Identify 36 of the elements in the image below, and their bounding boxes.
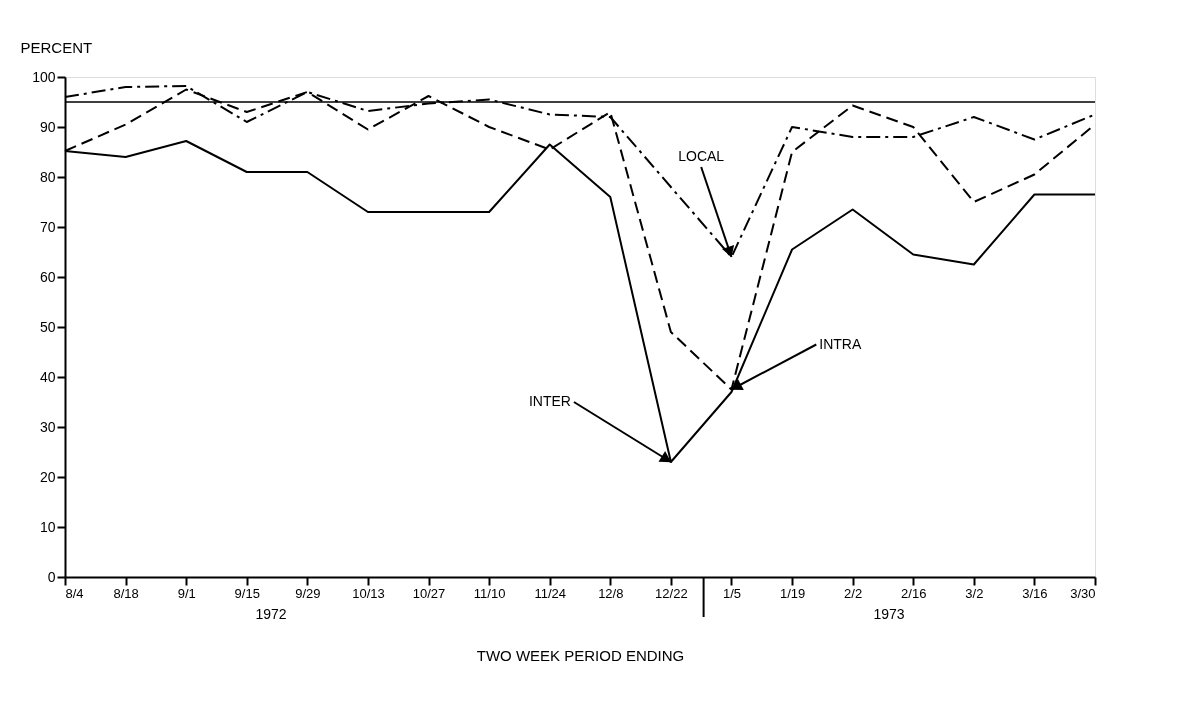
x-tick-label: 2/2 — [844, 585, 863, 601]
text: 1973 — [873, 606, 905, 622]
x-tick-label: 8/18 — [113, 585, 139, 601]
x-tick-label: 12/8 — [598, 585, 624, 601]
y-tick-label: 100 — [32, 68, 56, 85]
x-tick-label: 1/5 — [722, 585, 742, 601]
y-tick-label: 70 — [39, 218, 56, 235]
x-tick-label: 11/10 — [473, 585, 506, 601]
y-tick-label: 10 — [39, 518, 56, 535]
annotation: LOCAL — [678, 148, 725, 164]
x-tick-label: 8/4 — [65, 585, 84, 601]
x-tick-label: 3/30 — [1070, 585, 1096, 601]
x-tick-label: 9/1 — [177, 585, 196, 601]
x-tick-label: 3/2 — [965, 585, 984, 601]
annotation: INTER — [528, 393, 571, 409]
y-tick-label: 20 — [39, 468, 56, 485]
x-tick-label: 10/27 — [412, 585, 446, 601]
y-tick-label: 80 — [39, 168, 56, 185]
y-axis-title: PERCENT — [20, 38, 93, 56]
x-tick-label: 10/13 — [352, 585, 385, 601]
y-tick-label: 60 — [39, 268, 56, 285]
y-tick-label: 50 — [39, 318, 56, 335]
y-tick-label: 40 — [39, 368, 56, 385]
y-tick-label: 90 — [39, 118, 56, 135]
y-tick-label: 0 — [47, 568, 56, 585]
x-tick-label: 2/16 — [901, 585, 927, 601]
x-tick-label: 12/22 — [655, 585, 688, 601]
y-tick-label: 30 — [39, 418, 56, 435]
x-tick-label: 3/16 — [1022, 585, 1048, 601]
x-tick-label: 9/29 — [295, 585, 321, 601]
x-axis-title: TWO WEEK PERIOD ENDING — [476, 646, 685, 664]
annotation: INTRA — [819, 335, 862, 352]
text: 1972 — [255, 606, 287, 622]
x-tick-label: 9/15 — [234, 585, 260, 601]
x-tick-label: 1/19 — [779, 585, 806, 601]
x-tick-label: 11/24 — [534, 585, 566, 601]
